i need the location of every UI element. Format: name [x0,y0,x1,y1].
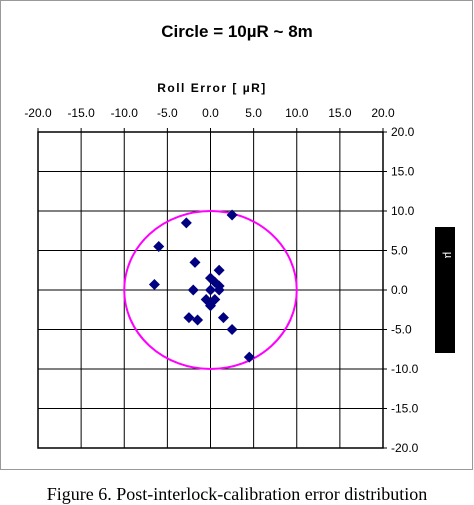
x-tick-label: 15.0 [328,106,352,120]
data-point [205,284,216,296]
y-axis-label-box [435,227,455,353]
x-tick-label: -20.0 [24,106,52,120]
y-tick-label: 5.0 [391,244,408,258]
data-point [192,314,204,326]
data-point [153,241,165,253]
data-point [189,256,201,268]
x-tick-label: 0.0 [202,106,219,120]
x-tick-label: -5.0 [157,106,178,120]
data-point [148,278,160,290]
data-point [213,264,225,276]
y-axis-label: µ [442,252,454,259]
data-point [205,300,216,312]
y-tick-labels: 20.0 15.0 10.0 5.0 0.0 -5.0 -10.0 -15.0 -20.0 [383,125,419,455]
x-tick-label: -10.0 [111,106,139,120]
chart-frame [0,0,473,470]
data-point [213,284,225,296]
scatter-chart: Circle = 10µR ~ 8m Roll Error [ µR] -20.… [24,22,455,455]
y-tick-label: -5.0 [391,323,412,337]
x-axis-label: Roll Error [ µR] [157,81,267,95]
y-tick-label: -15.0 [391,402,419,416]
data-point [243,351,255,363]
y-tick-label: 10.0 [391,204,415,218]
reference-circle [123,210,298,370]
data-point [226,209,238,221]
data-point [217,312,229,324]
x-tick-label: 20.0 [371,106,395,120]
x-tick-label: 5.0 [245,106,262,120]
y-tick-label: -10.0 [391,362,419,376]
figure-caption: Figure 6. Post-interlock-calibration err… [46,484,428,504]
data-point [180,217,192,229]
chart-title: Circle = 10µR ~ 8m [161,22,313,41]
x-tick-label: -15.0 [67,106,95,120]
y-tick-label: -20.0 [391,441,419,455]
data-point [183,312,195,324]
x-tick-labels: -20.0 -15.0 -10.0 -5.0 0.0 5.0 10.0 15.0 20.0 [24,106,395,132]
data-point [226,324,238,335]
data-point [187,284,199,296]
y-tick-label: 0.0 [391,283,408,297]
x-tick-label: 10.0 [285,106,309,120]
y-tick-label: 15.0 [391,165,415,179]
y-tick-label: 20.0 [391,125,415,139]
